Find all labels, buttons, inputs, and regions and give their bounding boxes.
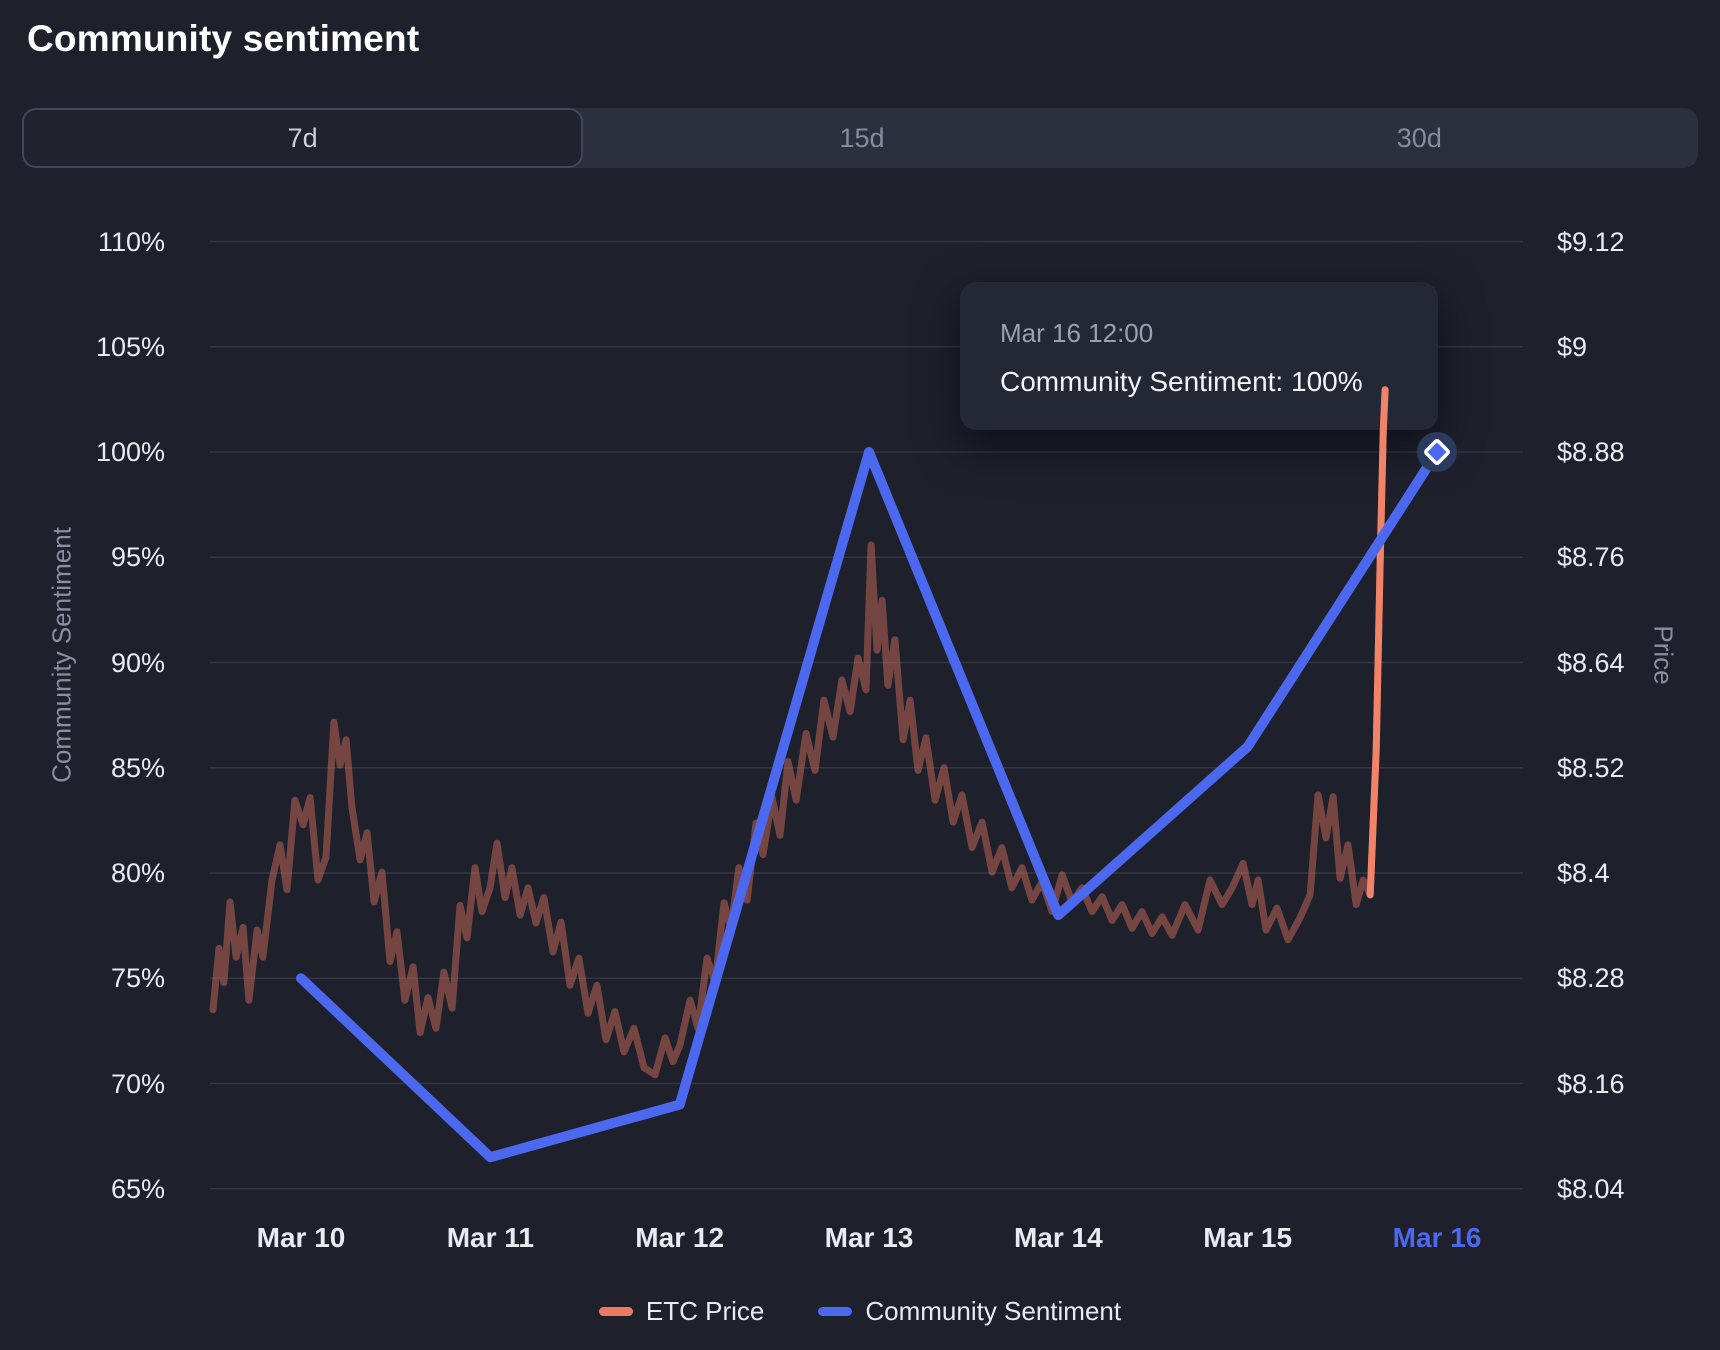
legend-label-community-sentiment: Community Sentiment <box>865 1296 1122 1326</box>
legend-item-community-sentiment[interactable]: Community Sentiment <box>818 1296 1121 1327</box>
chart-legend: ETC Price Community Sentiment <box>0 1296 1720 1327</box>
left-axis-tick: 90% <box>110 647 165 678</box>
right-axis-tick: $8.76 <box>1557 542 1625 573</box>
x-axis-tick[interactable]: Mar 16 <box>1392 1222 1482 1253</box>
x-axis-tick[interactable]: Mar 10 <box>256 1222 346 1253</box>
right-axis-tick: $8.52 <box>1557 752 1625 783</box>
x-axis-tick[interactable]: Mar 13 <box>824 1222 914 1253</box>
left-axis-tick: 65% <box>110 1173 165 1204</box>
etc-price-line-latest-segment <box>1366 386 1389 899</box>
left-axis-tick: 85% <box>110 752 165 783</box>
left-axis-tick: 110% <box>97 226 165 257</box>
right-axis-tick: $9.12 <box>1557 226 1625 257</box>
tooltip <box>960 282 1438 430</box>
legend-label-etc-price: ETC Price <box>645 1296 765 1326</box>
right-axis-tick: $8.4 <box>1557 858 1610 888</box>
left-axis-tick: 80% <box>110 858 165 888</box>
left-axis-tick: 105% <box>95 331 165 362</box>
etc-price-swatch-icon <box>598 1307 633 1316</box>
tooltip-value: Community Sentiment: 100% <box>1000 366 1363 397</box>
left-axis-tick: 100% <box>95 437 165 467</box>
x-axis-tick[interactable]: Mar 15 <box>1203 1222 1293 1253</box>
active-point-marker[interactable] <box>1424 439 1450 465</box>
x-axis-tick[interactable]: Mar 14 <box>1013 1222 1103 1253</box>
left-axis-tick: 75% <box>110 963 165 994</box>
left-axis-tick: 95% <box>110 542 165 573</box>
community-sentiment-line[interactable] <box>296 447 1442 1163</box>
community-sentiment-swatch-icon <box>818 1307 853 1316</box>
tab-15d[interactable]: 15d <box>839 122 885 153</box>
right-axis-tick: $8.16 <box>1557 1068 1625 1099</box>
legend-item-etc-price[interactable]: ETC Price <box>598 1296 765 1327</box>
etc-price-line[interactable] <box>209 386 1389 1079</box>
right-axis-tick: $8.04 <box>1557 1173 1625 1204</box>
x-axis-tick[interactable]: Mar 11 <box>446 1222 534 1253</box>
tab-7d[interactable]: 7d <box>22 108 584 168</box>
right-axis-tick: $9 <box>1557 331 1588 362</box>
page-title: Community sentiment <box>27 18 420 59</box>
range-tabbar: 7d 15d 30d <box>22 108 1698 168</box>
right-axis-tick: $8.28 <box>1557 963 1625 994</box>
x-axis-tick[interactable]: Mar 12 <box>635 1222 725 1253</box>
right-axis-tick: $8.64 <box>1557 647 1625 678</box>
tab-30d[interactable]: 30d <box>1396 122 1442 153</box>
left-axis-tick: 70% <box>110 1068 165 1099</box>
right-axis-tick: $8.88 <box>1557 437 1625 467</box>
tooltip-date: Mar 16 12:00 <box>1000 318 1154 348</box>
